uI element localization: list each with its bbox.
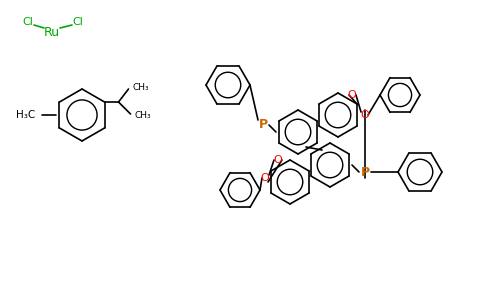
Text: Ru: Ru <box>44 26 60 38</box>
Text: O: O <box>348 90 356 100</box>
Text: O: O <box>260 173 270 183</box>
Text: H₃C: H₃C <box>16 110 35 120</box>
Text: O: O <box>273 155 282 165</box>
Text: Cl: Cl <box>23 17 33 27</box>
Text: O: O <box>361 110 369 120</box>
Text: CH₃: CH₃ <box>133 82 149 91</box>
Text: Cl: Cl <box>73 17 83 27</box>
Text: P: P <box>361 166 370 178</box>
Text: P: P <box>258 118 268 131</box>
Text: CH₃: CH₃ <box>135 112 151 121</box>
